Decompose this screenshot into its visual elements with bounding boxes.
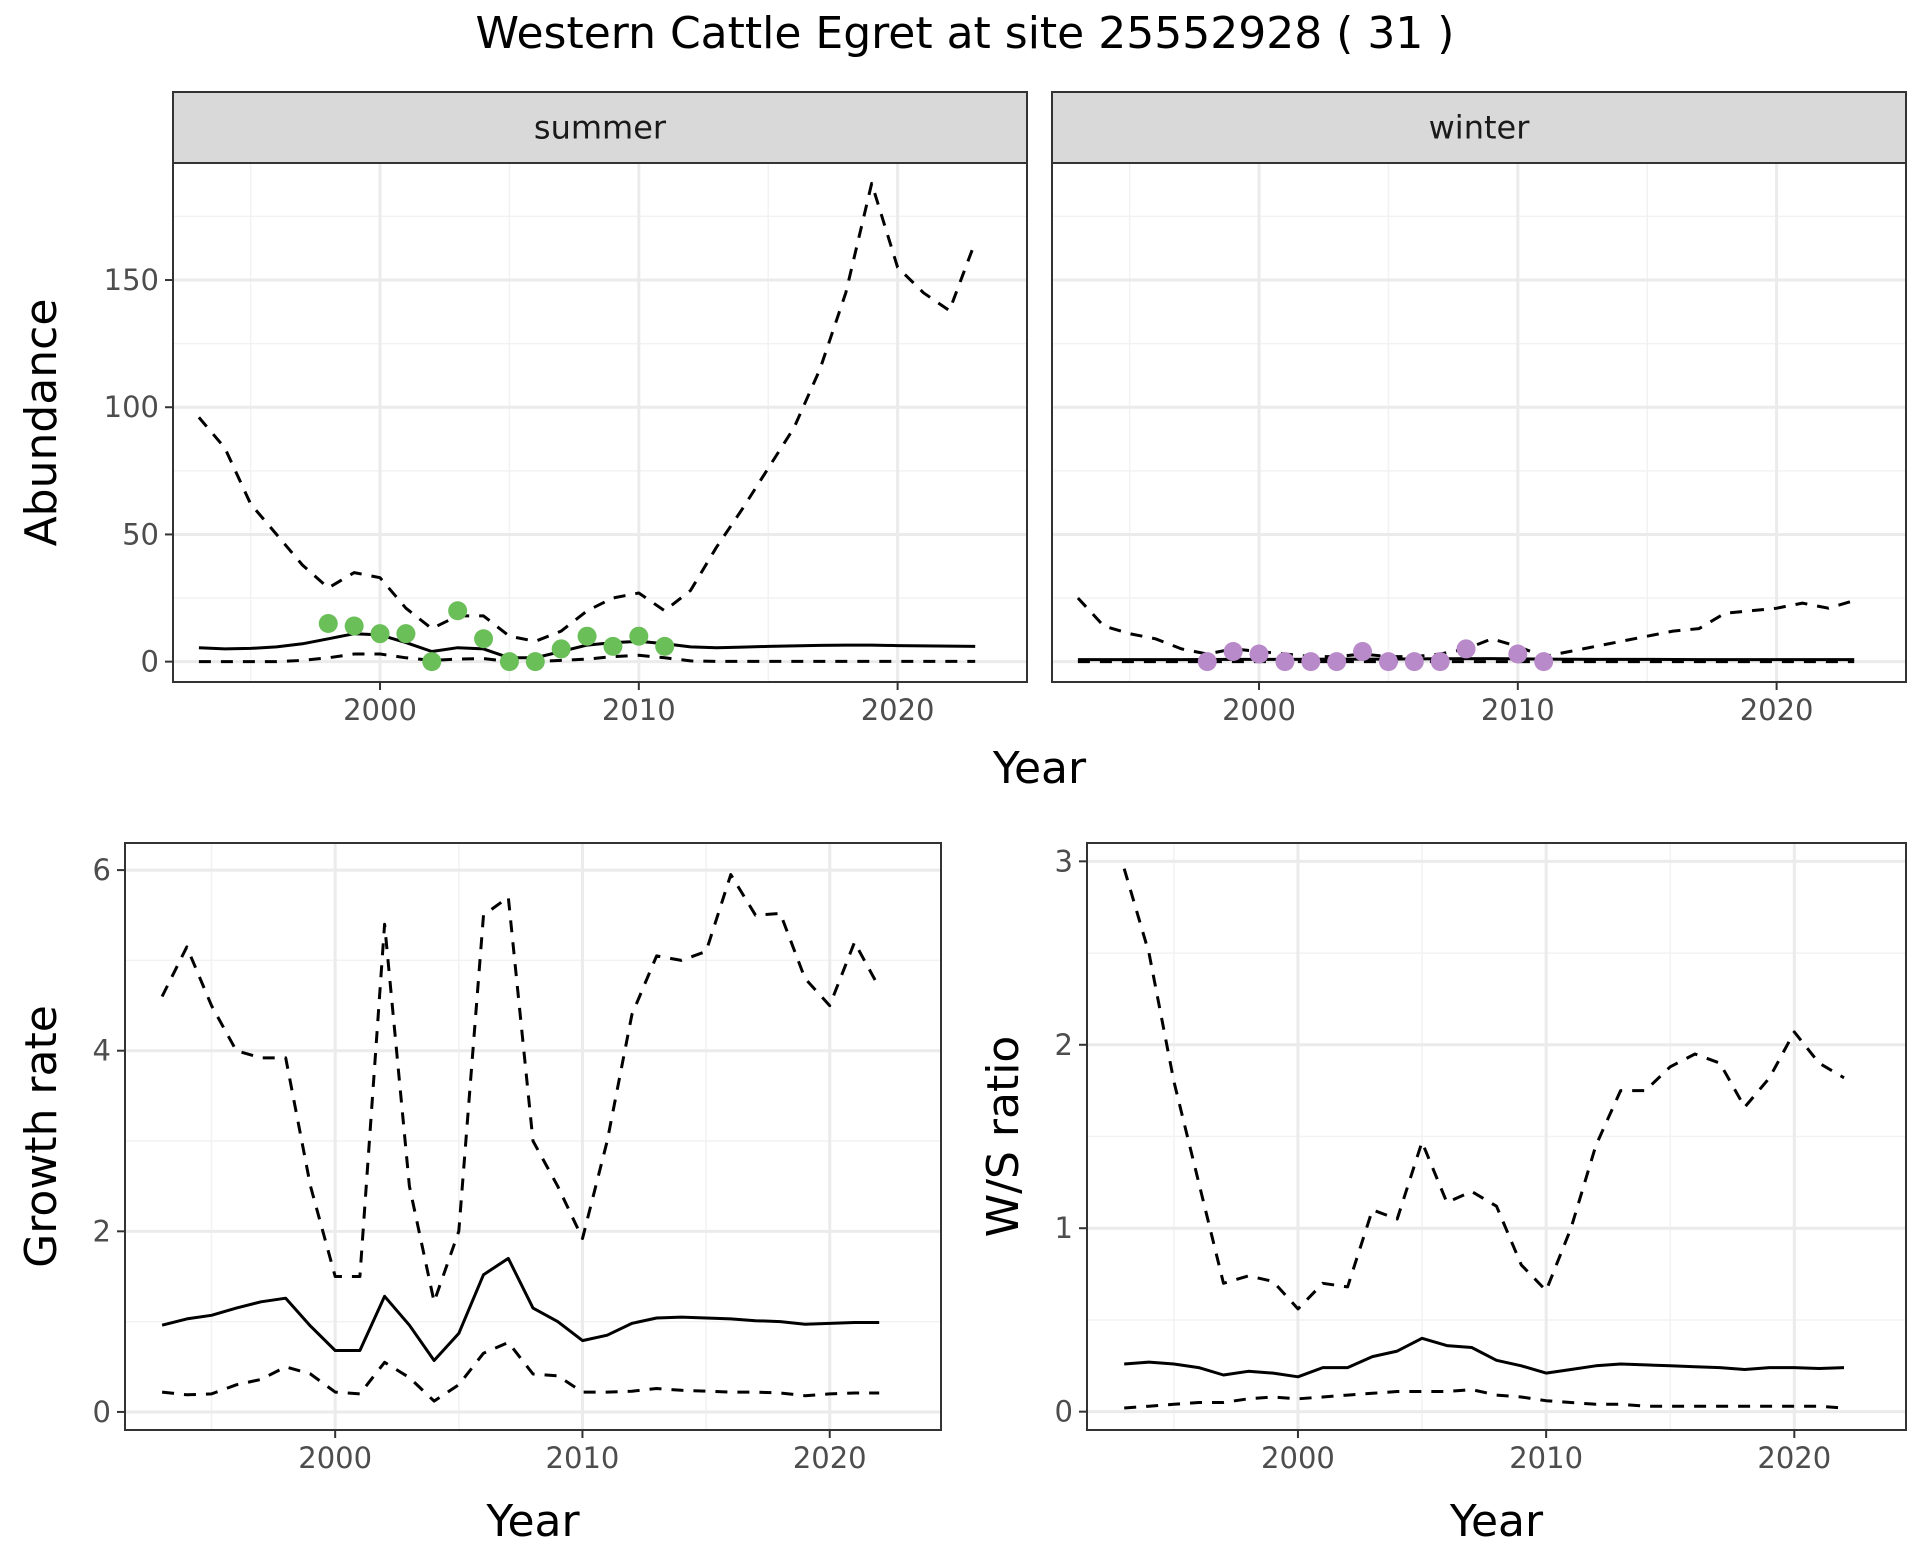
y-tick-label: 2 [1055,1028,1073,1062]
series-line-bound-1 [160,873,881,1304]
y-tick-label: 0 [141,645,159,679]
data-point [577,626,597,646]
panel-ratio: 2000 2010 2020 0 1 2 3 [1055,842,1907,1475]
series-line-bound-2 [198,652,976,664]
y-tick-label: 4 [93,1034,111,1068]
facet-strip [1051,91,1907,164]
facet-strip [172,91,1028,164]
y-tick-label: 50 [122,517,159,551]
panel-border [124,842,942,1431]
data-point [1327,652,1347,672]
x-tick-label: 2010 [1481,693,1555,727]
data-point [551,639,571,659]
data-point [1197,652,1217,672]
y-tick-label: 0 [93,1395,111,1429]
y-tick-label: 0 [1055,1395,1073,1429]
y-tick-label: 1 [1055,1211,1073,1245]
panel-growth: 2000 2010 2020 0 2 4 6 [93,842,942,1475]
data-point [629,626,649,646]
plot-background [1052,163,1906,682]
data-point [344,616,364,636]
x-tick-label: 2020 [1757,1441,1831,1475]
x-tick-label: 2010 [1509,1441,1583,1475]
series-line-bound-2 [1124,1388,1845,1410]
data-point [1378,652,1398,672]
y-tick-label: 100 [104,390,159,424]
data-point [1456,639,1476,659]
x-tick-label: 2010 [602,693,676,727]
data-point [1249,644,1269,664]
data-point [1353,641,1373,661]
x-tick-label: 2000 [298,1441,372,1475]
x-axis-title-top: Year [992,743,1087,794]
data-point [1534,652,1554,672]
data-point [396,624,416,644]
x-tick-label: 2010 [546,1441,620,1475]
y-axis-title-growth: Growth rate [16,1005,67,1268]
facet-label: winter [1429,109,1531,147]
data-point [1508,644,1528,664]
data-point [448,601,468,621]
data-point [370,624,390,644]
y-tick-label: 6 [93,853,111,887]
data-point [1223,641,1243,661]
x-tick-label: 2000 [1222,693,1296,727]
x-tick-label: 2020 [861,693,935,727]
x-tick-label: 2000 [1261,1441,1335,1475]
plot-background [125,843,941,1430]
data-point [1301,652,1321,672]
plot-background [173,163,1027,682]
data-point [1404,652,1424,672]
data-point [525,652,545,672]
series-line-bound-1 [197,181,977,643]
data-point [1275,652,1295,672]
y-tick-label: 150 [104,263,159,297]
x-axis-title-ratio: Year [1449,1496,1544,1547]
panel-summer: summer 2000 2010 2020 0 50 100 150 [104,91,1028,727]
y-axis-title-top: Abundance [16,299,67,547]
series-line-median [1124,1336,1845,1379]
y-tick-label: 2 [93,1214,111,1248]
panel-border [1086,842,1907,1431]
x-tick-label: 2020 [1740,693,1814,727]
series-line-bound-1 [1122,868,1845,1311]
data-point [422,652,442,672]
series-line-bound-2 [161,1340,880,1403]
series-line-median [161,1256,880,1362]
data-point [474,629,494,649]
data-point [655,636,675,656]
series-line-median [1077,657,1855,662]
data-point [1430,652,1450,672]
panel-winter: winter 2000 2010 2020 [1051,91,1907,727]
y-axis-title-ratio: W/S ratio [978,1036,1029,1238]
data-point [499,652,519,672]
x-axis-title-growth: Year [485,1496,580,1547]
figure-title: Western Cattle Egret at site 25552928 ( … [476,8,1455,59]
data-point [318,613,338,633]
x-tick-label: 2000 [343,693,417,727]
y-tick-label: 3 [1055,844,1073,878]
x-tick-label: 2020 [793,1441,867,1475]
data-point [603,636,623,656]
facet-label: summer [534,109,667,147]
